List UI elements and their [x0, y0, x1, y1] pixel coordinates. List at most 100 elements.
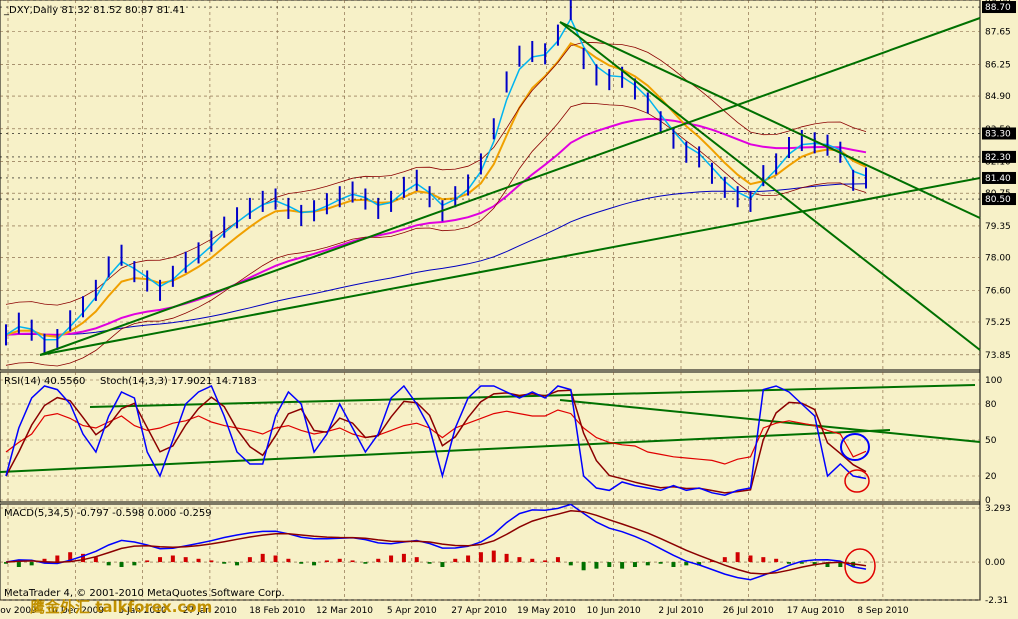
- macd-histogram-bar: [645, 562, 650, 566]
- macd-histogram: [4, 503, 867, 581]
- macd-histogram-bar: [299, 562, 304, 564]
- ema-slow-line: [5, 117, 867, 336]
- trendline: [39, 177, 981, 356]
- macd-histogram-bar: [453, 558, 458, 563]
- x-tick-label: 26 Jul 2010: [723, 606, 774, 616]
- macd-histogram-bar: [414, 557, 419, 563]
- macd-histogram-bar: [286, 558, 291, 563]
- price-tick-label: 84.90: [985, 92, 1011, 102]
- macd-histogram-bar: [363, 562, 368, 564]
- x-tick-label: 8 Sep 2010: [857, 606, 909, 616]
- macd-histogram-bar: [273, 555, 278, 563]
- ema-fast-line: [5, 17, 867, 341]
- macd-histogram-bar: [568, 562, 573, 566]
- gridlines: [0, 0, 980, 601]
- macd-histogram-bar: [697, 562, 702, 566]
- stoch-signal-line: [5, 389, 867, 494]
- macd-histogram-bar: [247, 557, 252, 563]
- macd-tick-label: 0.00: [985, 558, 1005, 568]
- price-tick-label: 87.65: [985, 28, 1011, 38]
- price-bars: [5, 0, 867, 355]
- x-tick-label: 27 Apr 2010: [451, 606, 507, 616]
- macd-histogram-bar: [209, 560, 214, 563]
- macd-histogram-bar: [401, 553, 406, 563]
- osc-tick-label: 20: [985, 472, 997, 482]
- macd-histogram-bar: [478, 552, 483, 563]
- x-tick-label: 2 Jul 2010: [658, 606, 703, 616]
- rsi-line: [5, 409, 867, 465]
- price-marker: [982, 1, 1016, 14]
- macd-histogram-bar: [132, 562, 137, 566]
- x-tick-label: 10 Jun 2010: [587, 606, 641, 616]
- macd-histogram-bar: [722, 557, 727, 563]
- macd-histogram-bar: [594, 562, 599, 569]
- osc-tick-label: 50: [985, 436, 997, 446]
- rsi-header: RSI(14) 40.5560: [4, 376, 85, 387]
- oscillator-panel: [0, 371, 981, 503]
- x-axis-ticks: 18 Nov 2009 10 Dec 2009 5 Jan 2010 27 Jan 2…: [0, 606, 909, 616]
- macd-histogram-bar: [183, 557, 188, 563]
- macd-histogram-bar: [709, 560, 714, 563]
- stoch-main-line: [5, 384, 867, 496]
- macd-tick-label: 3.293: [985, 504, 1011, 514]
- stoch-header: Stoch(14,3,3) 17.9021 14.7183: [100, 376, 257, 387]
- stoch-highlight-circle: [840, 433, 870, 461]
- macd-histogram-bar: [761, 557, 766, 563]
- x-tick-label: 17 Aug 2010: [787, 606, 845, 616]
- macd-histogram-bar: [632, 562, 637, 567]
- macd-histogram-bar: [312, 562, 317, 566]
- macd-histogram-bar: [581, 562, 586, 571]
- indicator-lines: [5, 17, 867, 367]
- price-tick-label: 75.25: [985, 318, 1011, 328]
- trendline: [559, 399, 981, 443]
- macd-histogram-bar: [4, 562, 8, 564]
- trendline: [559, 21, 981, 351]
- macd-histogram-bar: [774, 558, 779, 563]
- macd-histogram-bar: [376, 558, 381, 563]
- macd-histogram-bar: [324, 560, 329, 563]
- macd-histogram-bar: [170, 555, 175, 563]
- trendline: [89, 384, 976, 408]
- macd-histogram-bar: [799, 562, 804, 564]
- x-tick-label: 5 Apr 2010: [387, 606, 437, 616]
- x-tick-label: 18 Nov 2009: [0, 606, 37, 616]
- macd-histogram-bar: [620, 562, 625, 569]
- macd-histogram-bar: [158, 557, 163, 563]
- ema-long-line: [5, 183, 867, 336]
- bollinger-lower: [5, 102, 867, 367]
- macd-histogram-bar: [389, 555, 394, 563]
- macd-histogram-bar: [748, 555, 753, 563]
- price-header: _DXY,Daily 81.32 81.52 80.87 81.41: [3, 5, 185, 16]
- macd-histogram-bar: [491, 550, 496, 563]
- osc-tick-label: 0: [985, 496, 991, 506]
- macd-header: MACD(5,34,5) -0.797 -0.598 0.000 -0.259: [4, 508, 212, 519]
- price-marker: [982, 171, 1016, 184]
- macd-histogram-bar: [530, 558, 535, 563]
- trendline: [0, 429, 891, 473]
- macd-highlight-circle: [844, 548, 876, 584]
- watermark-text: 鹰金外汇 talkforex.com: [30, 598, 212, 616]
- macd-histogram-bar: [93, 557, 98, 563]
- copyright-text: MetaTrader 4, © 2001-2010 MetaQuotes Sof…: [4, 588, 285, 599]
- macd-histogram-bar: [658, 562, 663, 564]
- price-marker: [982, 127, 1016, 140]
- macd-histogram-bar: [106, 562, 111, 566]
- macd-histogram-bar: [350, 560, 355, 563]
- trendlines: [0, 17, 981, 473]
- rsi-highlight-circle: [844, 469, 870, 493]
- macd-histogram-bar: [517, 557, 522, 563]
- macd-histogram-bar: [16, 562, 21, 567]
- macd-histogram-bar: [427, 562, 432, 564]
- macd-histogram-bar: [504, 553, 509, 563]
- x-tick-label: 10 Dec 2009: [47, 606, 105, 616]
- macd-histogram-bar: [222, 562, 227, 564]
- macd-histogram-bar: [555, 557, 560, 563]
- oscillator-lines: [5, 384, 867, 496]
- macd-histogram-bar: [81, 553, 86, 563]
- macd-histogram-bar: [196, 558, 201, 563]
- macd-signal-line: [5, 510, 867, 575]
- price-marker: [982, 193, 1016, 206]
- price-marker-label: 83.30: [985, 129, 1011, 139]
- price-tick-label: 78.00: [985, 254, 1011, 264]
